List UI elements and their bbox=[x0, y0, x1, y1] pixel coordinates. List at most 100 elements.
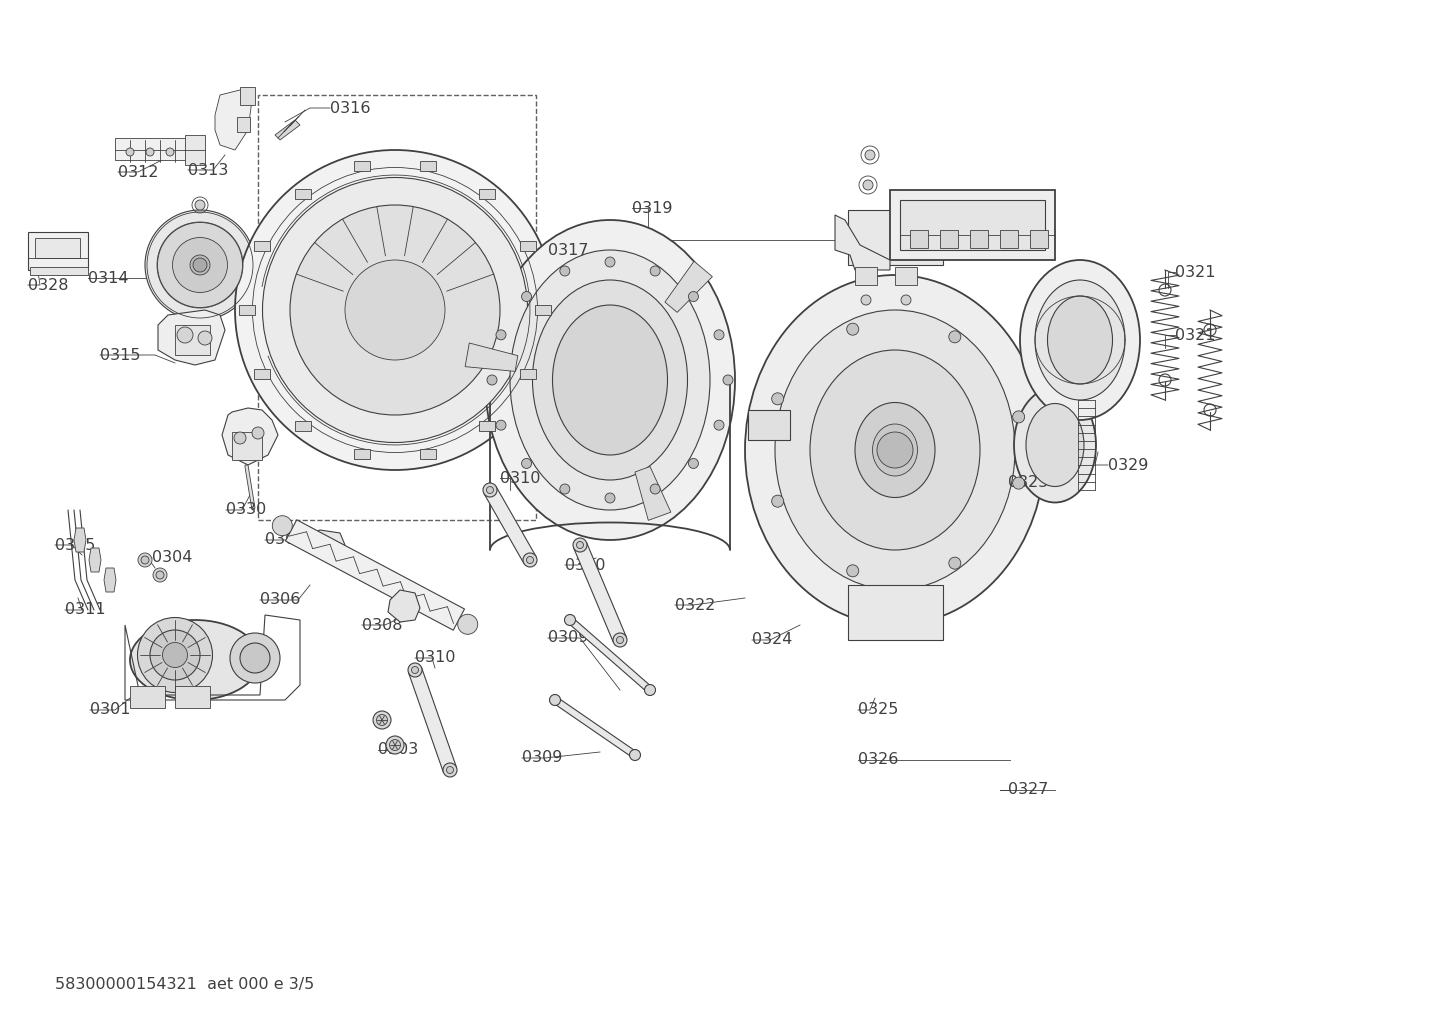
Ellipse shape bbox=[810, 350, 981, 550]
Polygon shape bbox=[835, 215, 890, 270]
Circle shape bbox=[865, 150, 875, 160]
Circle shape bbox=[617, 637, 623, 644]
Circle shape bbox=[496, 420, 506, 430]
Circle shape bbox=[606, 493, 614, 503]
Circle shape bbox=[252, 427, 264, 439]
FancyBboxPatch shape bbox=[910, 230, 929, 248]
FancyBboxPatch shape bbox=[254, 369, 270, 379]
Polygon shape bbox=[222, 408, 278, 465]
Text: 0314: 0314 bbox=[88, 270, 128, 285]
Circle shape bbox=[408, 663, 423, 677]
FancyBboxPatch shape bbox=[130, 686, 164, 708]
FancyBboxPatch shape bbox=[27, 232, 88, 270]
Circle shape bbox=[606, 257, 614, 267]
FancyBboxPatch shape bbox=[748, 410, 790, 440]
Ellipse shape bbox=[345, 260, 446, 360]
Circle shape bbox=[234, 432, 247, 444]
Circle shape bbox=[273, 516, 293, 536]
Circle shape bbox=[457, 614, 477, 634]
Circle shape bbox=[1012, 411, 1025, 423]
Ellipse shape bbox=[157, 222, 242, 308]
FancyBboxPatch shape bbox=[895, 267, 917, 285]
FancyBboxPatch shape bbox=[239, 87, 255, 105]
Circle shape bbox=[650, 484, 660, 494]
Ellipse shape bbox=[231, 633, 280, 683]
FancyBboxPatch shape bbox=[174, 325, 211, 355]
FancyBboxPatch shape bbox=[848, 210, 943, 265]
Circle shape bbox=[862, 180, 872, 190]
FancyBboxPatch shape bbox=[355, 161, 371, 171]
Ellipse shape bbox=[872, 424, 917, 476]
Ellipse shape bbox=[510, 250, 709, 510]
FancyBboxPatch shape bbox=[254, 240, 270, 251]
Polygon shape bbox=[74, 528, 87, 552]
Circle shape bbox=[443, 763, 457, 777]
Text: 0319: 0319 bbox=[632, 201, 672, 215]
Ellipse shape bbox=[130, 620, 260, 700]
Circle shape bbox=[714, 420, 724, 430]
FancyBboxPatch shape bbox=[890, 190, 1056, 260]
Text: 58300000154321  aet 000 e 3/5: 58300000154321 aet 000 e 3/5 bbox=[55, 977, 314, 993]
Ellipse shape bbox=[150, 630, 200, 680]
Ellipse shape bbox=[746, 275, 1045, 625]
Ellipse shape bbox=[290, 205, 500, 415]
Circle shape bbox=[577, 541, 584, 548]
FancyBboxPatch shape bbox=[855, 267, 877, 285]
Text: 0312: 0312 bbox=[118, 164, 159, 179]
Circle shape bbox=[486, 486, 493, 493]
Circle shape bbox=[125, 148, 134, 156]
Polygon shape bbox=[554, 697, 637, 758]
Text: 0327: 0327 bbox=[1008, 783, 1048, 798]
Text: 0321: 0321 bbox=[1175, 327, 1216, 342]
Circle shape bbox=[523, 553, 536, 567]
Ellipse shape bbox=[389, 740, 401, 751]
Text: 0316: 0316 bbox=[330, 101, 371, 115]
Text: 0320: 0320 bbox=[999, 201, 1040, 215]
Ellipse shape bbox=[141, 556, 149, 564]
Text: 0313: 0313 bbox=[187, 162, 228, 177]
Ellipse shape bbox=[235, 150, 555, 470]
Polygon shape bbox=[275, 120, 300, 140]
Text: 0310: 0310 bbox=[415, 650, 456, 665]
Ellipse shape bbox=[373, 711, 391, 729]
Circle shape bbox=[411, 666, 418, 674]
Circle shape bbox=[146, 148, 154, 156]
Text: 0308: 0308 bbox=[362, 618, 402, 633]
Circle shape bbox=[771, 392, 783, 405]
Circle shape bbox=[522, 291, 532, 302]
Circle shape bbox=[559, 484, 570, 494]
Text: 0315: 0315 bbox=[99, 347, 140, 363]
FancyBboxPatch shape bbox=[355, 449, 371, 460]
Text: 0330: 0330 bbox=[226, 502, 267, 518]
Text: 0322: 0322 bbox=[675, 597, 715, 612]
Circle shape bbox=[613, 633, 627, 647]
Ellipse shape bbox=[156, 571, 164, 579]
Circle shape bbox=[193, 258, 208, 272]
Ellipse shape bbox=[855, 403, 934, 497]
Polygon shape bbox=[634, 467, 671, 521]
Circle shape bbox=[572, 538, 587, 552]
FancyBboxPatch shape bbox=[940, 230, 957, 248]
FancyBboxPatch shape bbox=[970, 230, 988, 248]
Polygon shape bbox=[309, 530, 345, 555]
FancyBboxPatch shape bbox=[174, 686, 211, 708]
FancyBboxPatch shape bbox=[479, 421, 495, 431]
Circle shape bbox=[526, 556, 534, 564]
Circle shape bbox=[198, 331, 212, 345]
Circle shape bbox=[901, 294, 911, 305]
Polygon shape bbox=[159, 310, 225, 365]
Ellipse shape bbox=[485, 220, 735, 540]
Text: 0329: 0329 bbox=[1107, 458, 1148, 473]
Polygon shape bbox=[665, 261, 712, 313]
FancyBboxPatch shape bbox=[479, 190, 495, 200]
FancyBboxPatch shape bbox=[239, 305, 255, 315]
FancyBboxPatch shape bbox=[30, 267, 88, 275]
Text: 0325: 0325 bbox=[858, 702, 898, 717]
Circle shape bbox=[564, 614, 575, 626]
Text: 0317: 0317 bbox=[548, 243, 588, 258]
Ellipse shape bbox=[262, 177, 528, 442]
Circle shape bbox=[1012, 477, 1025, 489]
Ellipse shape bbox=[190, 255, 211, 275]
Text: 0309: 0309 bbox=[522, 751, 562, 765]
Polygon shape bbox=[89, 548, 101, 572]
